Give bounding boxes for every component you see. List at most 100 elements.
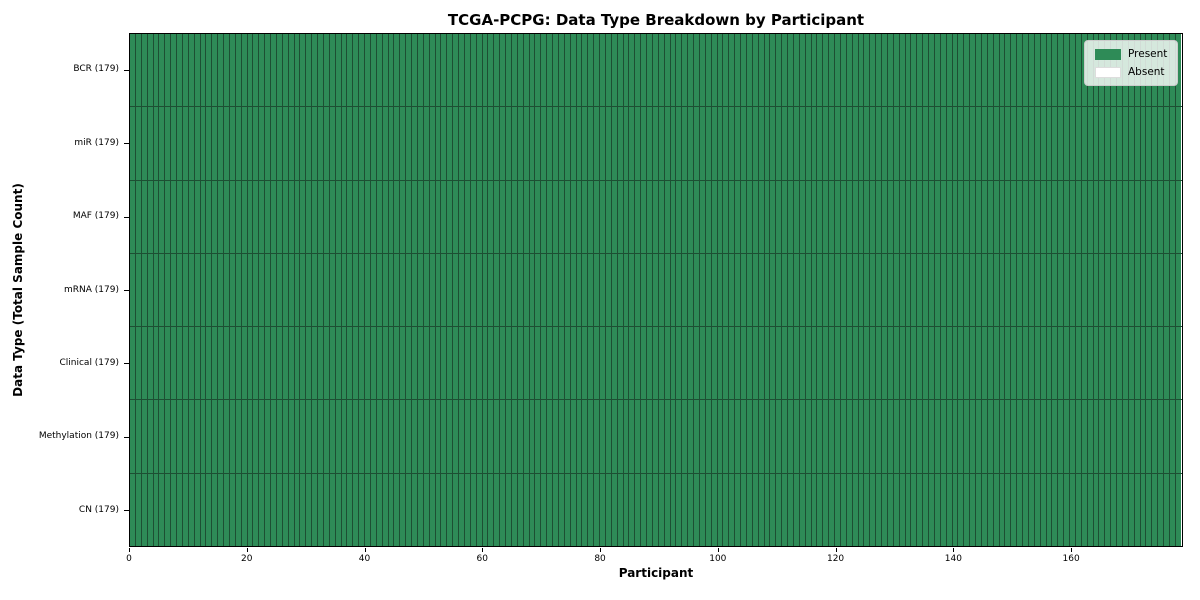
heatmap-cell (782, 180, 788, 253)
heatmap-cell (999, 400, 1006, 473)
heatmap-cell (265, 107, 271, 180)
heatmap-cell (558, 107, 565, 180)
heatmap-cell (288, 400, 295, 473)
heatmap-cell (688, 327, 694, 400)
heatmap-cell (647, 180, 653, 253)
heatmap-cell (711, 327, 718, 400)
heatmap-cell (370, 473, 377, 546)
heatmap-cell (1169, 473, 1176, 546)
heatmap-cell (705, 473, 712, 546)
heatmap-cell (611, 180, 618, 253)
heatmap-cell (229, 400, 236, 473)
heatmap-cell (329, 107, 336, 180)
heatmap-cell (294, 253, 301, 327)
heatmap-cell (200, 327, 207, 400)
heatmap-cell (694, 473, 700, 546)
heatmap-cell (623, 180, 630, 253)
heatmap-cell (923, 180, 929, 253)
heatmap-cell (647, 327, 653, 400)
heatmap-cell (1052, 107, 1059, 180)
heatmap-cell (600, 327, 606, 400)
heatmap-cell (500, 253, 506, 327)
heatmap-cell (382, 400, 389, 473)
heatmap-cell (182, 34, 189, 107)
heatmap-cell (347, 327, 354, 400)
heatmap-cell (605, 34, 612, 107)
heatmap-cell (735, 180, 741, 253)
heatmap-cell (453, 253, 459, 327)
heatmap-row-MAF (130, 180, 1182, 254)
heatmap-cell (1034, 473, 1041, 546)
heatmap-cell (917, 107, 924, 180)
heatmap-cell (623, 327, 630, 400)
heatmap-cell (511, 400, 518, 473)
heatmap-cell (224, 180, 230, 253)
heatmap-cell (582, 180, 589, 253)
heatmap-cell (282, 253, 289, 327)
heatmap-cell (400, 400, 407, 473)
heatmap-cell (500, 180, 506, 253)
heatmap-cell (788, 400, 794, 473)
heatmap-cell (993, 327, 1000, 400)
heatmap-cell (694, 107, 700, 180)
heatmap-cell (453, 180, 459, 253)
heatmap-cell (676, 107, 683, 180)
heatmap-cell (729, 34, 736, 107)
heatmap-cell (241, 107, 248, 180)
heatmap-cell (459, 253, 465, 327)
heatmap-cell (664, 180, 671, 253)
heatmap-cell (952, 473, 959, 546)
heatmap-cell (341, 400, 348, 473)
heatmap-cell (670, 327, 677, 400)
heatmap-cell (235, 400, 242, 473)
heatmap-cell (1064, 327, 1070, 400)
heatmap-cell (694, 34, 700, 107)
heatmap-cell (470, 400, 477, 473)
heatmap-cell (934, 253, 941, 327)
heatmap-cell (288, 327, 295, 400)
heatmap-cell (911, 400, 918, 473)
heatmap-cell (1117, 253, 1123, 327)
heatmap-cell (130, 473, 136, 546)
heatmap-cell (605, 107, 612, 180)
heatmap-cell (893, 327, 900, 400)
heatmap-cell (1105, 473, 1112, 546)
heatmap-cell (905, 180, 912, 253)
heatmap-cell (247, 34, 254, 107)
heatmap-cell (417, 107, 424, 180)
heatmap-cell (735, 327, 741, 400)
heatmap-cell (135, 327, 142, 400)
heatmap-cell (735, 34, 741, 107)
heatmap-cell (535, 180, 542, 253)
heatmap-cell (993, 473, 1000, 546)
heatmap-cell (1093, 327, 1100, 400)
heatmap-cell (588, 327, 595, 400)
heatmap-cell (946, 180, 953, 253)
heatmap-cell (911, 180, 918, 253)
heatmap-cell (670, 253, 677, 327)
heatmap-cell (652, 253, 659, 327)
heatmap-cell (887, 327, 894, 400)
heatmap-cell (247, 253, 254, 327)
heatmap-cell (177, 180, 183, 253)
heatmap-cell (929, 180, 935, 253)
heatmap-cell (882, 473, 888, 546)
heatmap-cell (529, 180, 536, 253)
heatmap-cell (605, 400, 612, 473)
heatmap-cell (212, 400, 219, 473)
heatmap-cell (699, 253, 706, 327)
heatmap-cell (576, 180, 583, 253)
heatmap-cell (652, 473, 659, 546)
heatmap-cell (400, 107, 407, 180)
heatmap-cell (1105, 400, 1112, 473)
heatmap-cell (829, 473, 835, 546)
heatmap-cell (218, 400, 224, 473)
heatmap-cell (1169, 253, 1176, 327)
heatmap-cell (335, 180, 342, 253)
heatmap-cell (688, 107, 694, 180)
heatmap-cell (564, 473, 571, 546)
heatmap-cell (976, 327, 982, 400)
heatmap-cell (529, 473, 536, 546)
heatmap-cell (147, 327, 154, 400)
heatmap-cell (182, 473, 189, 546)
